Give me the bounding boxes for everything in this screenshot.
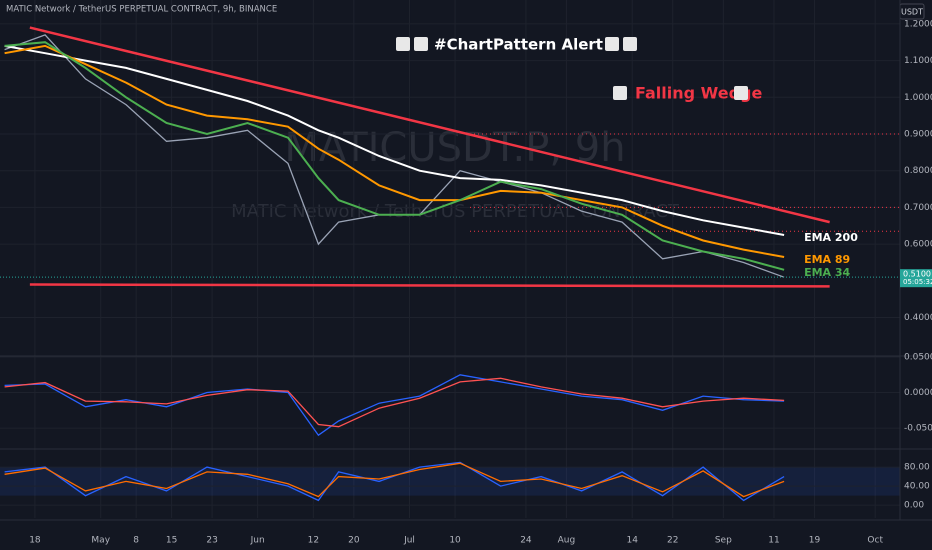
x-tick-label: 11 xyxy=(768,536,779,546)
icon xyxy=(414,37,428,51)
x-tick-label: May xyxy=(91,536,110,546)
series-label: EMA 200 xyxy=(804,231,858,244)
series-label: EMA 89 xyxy=(804,253,850,266)
x-tick-label: 15 xyxy=(166,536,177,546)
series-line xyxy=(4,462,785,498)
trendline xyxy=(29,26,830,224)
series-line xyxy=(4,44,785,236)
icon xyxy=(396,37,410,51)
series-line xyxy=(4,377,785,428)
annotation: Falling Wedge xyxy=(635,84,762,103)
countdown: 05:05:32 xyxy=(903,278,932,286)
y-tick-label: 1.2000 xyxy=(904,19,932,29)
series-line xyxy=(4,461,785,502)
icon xyxy=(623,37,637,51)
series-line xyxy=(4,44,785,258)
x-tick-label: Jun xyxy=(250,536,265,546)
icon xyxy=(734,86,748,100)
x-tick-label: 24 xyxy=(520,536,532,546)
x-tick-label: 8 xyxy=(133,536,139,546)
x-tick-label: 20 xyxy=(348,536,360,546)
x-tick-label: 22 xyxy=(667,536,678,546)
x-tick-label: Aug xyxy=(558,536,576,546)
icon xyxy=(613,86,627,100)
chart-title: MATIC Network / TetherUS PERPETUAL CONTR… xyxy=(6,5,277,15)
y-tick-label: 80.00 xyxy=(904,463,930,473)
x-tick-label: Sep xyxy=(715,536,732,546)
last-price-tag xyxy=(900,269,932,288)
series-label: EMA 34 xyxy=(804,266,850,279)
last-price-label: 0.5100 xyxy=(903,270,931,279)
x-tick-label: 23 xyxy=(206,536,217,546)
annotation: #ChartPattern Alert! xyxy=(434,36,610,54)
x-tick-label: 10 xyxy=(449,536,461,546)
x-tick-label: Jul xyxy=(403,536,415,546)
x-tick-label: Oct xyxy=(867,536,883,546)
currency: USDT xyxy=(901,8,923,17)
series-line xyxy=(4,41,785,271)
icon xyxy=(605,37,619,51)
trendline xyxy=(29,283,830,288)
x-tick-label: 18 xyxy=(29,536,41,546)
y-tick-label: 0.00 xyxy=(904,501,924,511)
y-tick-label: 0.4000 xyxy=(904,313,932,323)
x-tick-label: 14 xyxy=(627,536,639,546)
x-tick-label: 12 xyxy=(308,536,319,546)
plot-area xyxy=(0,0,900,518)
band xyxy=(0,467,900,496)
x-tick-label: 19 xyxy=(809,536,821,546)
y-tick-label: 40.00 xyxy=(904,482,930,492)
